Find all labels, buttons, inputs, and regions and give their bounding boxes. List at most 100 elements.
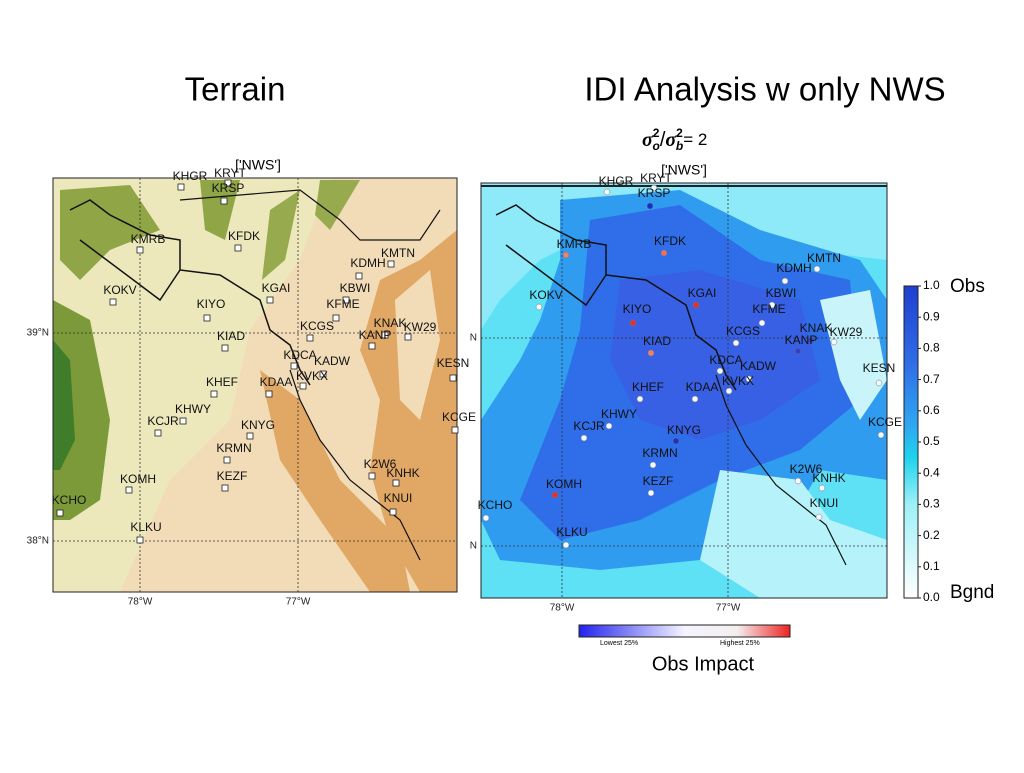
colorbar-tick-label: 0.0: [923, 590, 940, 604]
colorbar-bottom: Bgnd: [950, 582, 994, 603]
station-label: KOMH: [120, 472, 156, 486]
station-marker: [221, 484, 229, 492]
station-marker: [562, 251, 570, 259]
station-marker: [768, 301, 776, 309]
station-label: KCGE: [868, 415, 902, 429]
station-label: KVKX: [722, 374, 754, 388]
station-marker: [562, 541, 570, 549]
station-label: KCGS: [726, 324, 760, 338]
impact-high: Highest 25%: [720, 640, 760, 647]
station-label: KVKX: [296, 369, 328, 383]
station-marker: [387, 260, 395, 268]
colorbar-tick-label: 1.0: [923, 278, 940, 292]
station-marker: [355, 272, 363, 280]
station-marker: [154, 429, 162, 437]
station-marker: [306, 334, 314, 342]
station-marker: [535, 303, 543, 311]
station-marker: [877, 431, 885, 439]
station-marker: [605, 422, 613, 430]
station-label: KRYT: [640, 171, 672, 185]
station-marker: [551, 491, 559, 499]
colorbar-tick-label: 0.2: [923, 528, 940, 542]
station-label: KNHK: [386, 466, 419, 480]
station-label: KDMH: [776, 261, 811, 275]
station-label: KHWY: [601, 407, 637, 421]
station-label: KBWI: [340, 281, 371, 295]
station-label: KDCA: [283, 348, 316, 362]
station-marker: [813, 265, 821, 273]
station-marker: [732, 339, 740, 347]
station-label: KNUI: [384, 491, 413, 505]
map-frame: [480, 182, 888, 599]
station-marker: [125, 486, 133, 494]
colorbar-tick-label: 0.8: [923, 341, 940, 355]
station-label: KHGR: [173, 169, 208, 183]
station-label: KLKU: [130, 520, 161, 534]
station-label: KHGR: [599, 174, 634, 188]
impact-bar: [578, 624, 791, 638]
station-label: KGAI: [688, 286, 717, 300]
station-marker: [725, 387, 733, 395]
station-marker: [815, 513, 823, 521]
colorbar-tick-label: 0.3: [923, 497, 940, 511]
colorbar-tick-label: 0.4: [923, 465, 940, 479]
station-label: KMRB: [557, 237, 592, 251]
station-label: K2W6: [364, 457, 397, 471]
station-marker: [265, 390, 273, 398]
station-marker: [580, 434, 588, 442]
station-marker: [203, 314, 211, 322]
lon-label: 78°W: [128, 597, 153, 608]
station-label: KCGE: [442, 410, 476, 424]
station-label: KCJR: [147, 414, 179, 428]
station-marker: [647, 489, 655, 497]
station-label: KCJR: [573, 419, 605, 433]
lat-label: N: [470, 333, 477, 344]
station-label: KHWY: [175, 402, 211, 416]
station-marker: [319, 370, 327, 378]
station-marker: [234, 244, 242, 252]
station-label: KDMH: [350, 256, 385, 270]
station-marker: [649, 461, 657, 469]
station-label: K2W6: [790, 462, 823, 476]
station-label: KADW: [314, 354, 351, 368]
station-label: KESN: [863, 361, 896, 375]
lon-label: 78°W: [550, 603, 575, 614]
terrain-map: [53, 178, 457, 592]
station-label: KDAA: [686, 380, 719, 394]
title-terrain: Terrain: [185, 71, 286, 108]
station-label: KESN: [437, 356, 470, 370]
border: [69, 199, 311, 386]
station-label: KRSP: [638, 186, 671, 200]
station-marker: [629, 319, 637, 327]
colorbar: [903, 285, 919, 599]
station-label: KHEF: [632, 380, 664, 394]
station-marker: [875, 379, 883, 387]
border: [495, 204, 737, 391]
station-marker: [647, 349, 655, 357]
station-marker: [603, 188, 611, 196]
station-label: KW29: [830, 325, 863, 339]
station-marker: [650, 184, 658, 192]
lat-label: 39°N: [27, 328, 49, 339]
station-label: KADW: [740, 359, 777, 373]
station-marker: [404, 333, 412, 341]
network-label: ['NWS']: [235, 157, 281, 173]
ratio-den-sup: 2: [676, 126, 683, 140]
station-marker: [745, 375, 753, 383]
station-label: KRMN: [216, 441, 251, 455]
station-marker: [392, 479, 400, 487]
station-label: KNUI: [810, 496, 839, 510]
network-label: ['NWS']: [661, 162, 707, 178]
station-marker: [136, 246, 144, 254]
impact-title: Obs Impact: [652, 653, 755, 675]
station-label: KNAK: [800, 321, 833, 335]
station-marker: [672, 437, 680, 445]
station-label: KIYO: [197, 297, 226, 311]
station-marker: [223, 456, 231, 464]
station-label: KCGS: [300, 319, 334, 333]
station-label: KRMN: [642, 446, 677, 460]
station-marker: [692, 301, 700, 309]
colorbar-tick-label: 0.7: [923, 372, 940, 386]
ratio-rest: = 2: [683, 130, 707, 149]
station-label: KIAD: [217, 329, 245, 343]
